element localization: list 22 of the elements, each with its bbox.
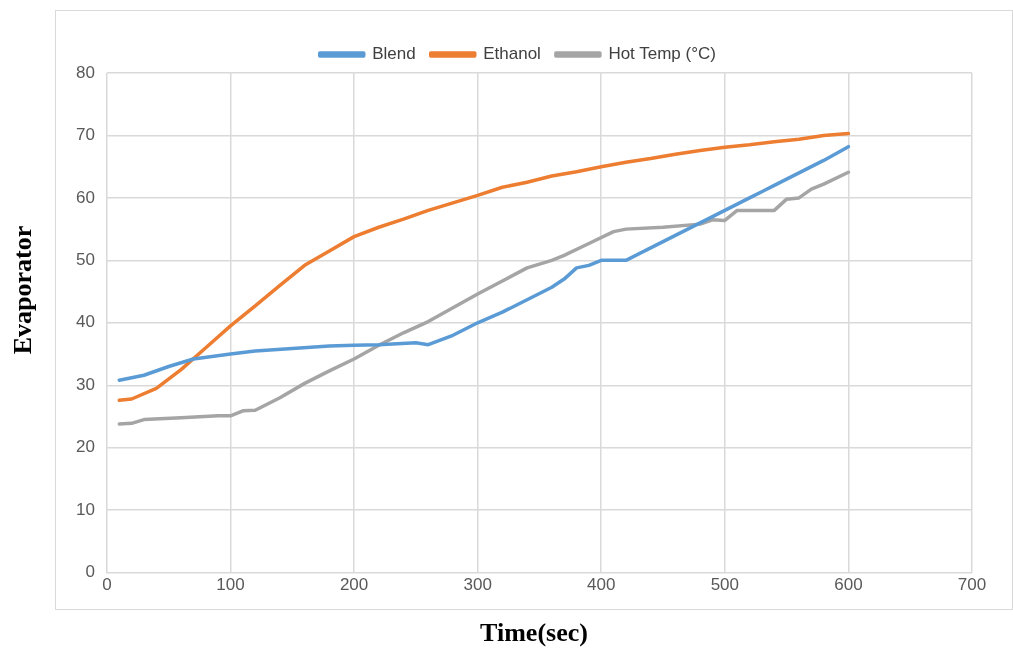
y-tick-label: 80 [75,62,95,82]
y-tick-label: 50 [75,250,95,270]
legend-label: Ethanol [483,44,541,64]
y-tick-label: 10 [75,499,95,519]
y-tick-label: 30 [75,374,95,394]
y-tick-label: 0 [85,562,95,582]
y-axis-title: Evaporator [8,224,38,357]
y-tick-label: 40 [75,312,95,332]
x-tick-label: 300 [463,575,492,595]
x-axis-title: Time(sec) [479,618,589,648]
legend-label: Blend [372,44,416,64]
y-tick-label: 60 [75,187,95,207]
x-tick-label: 200 [339,575,369,595]
x-tick-label: 700 [957,575,987,595]
x-tick-label: 500 [710,575,740,595]
x-tick-label: 600 [834,575,863,595]
legend-label: Hot Temp (°C) [608,44,716,64]
y-tick-label: 20 [75,437,95,457]
x-tick-label: 400 [587,575,616,595]
x-tick-label: 0 [102,575,112,595]
y-tick-label: 70 [75,125,95,145]
x-tick-label: 100 [216,575,245,595]
